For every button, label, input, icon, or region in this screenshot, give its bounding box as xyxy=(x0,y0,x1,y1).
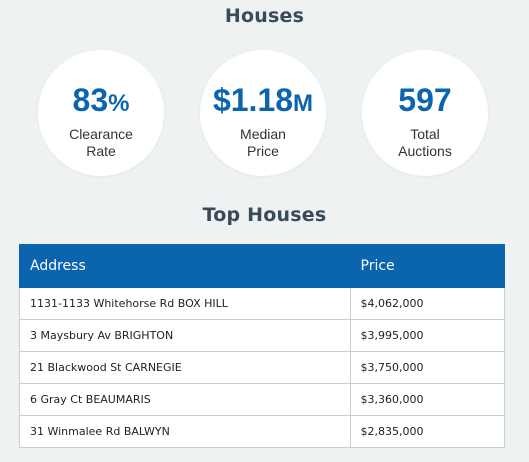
clearance-rate-stat: 83% Clearance Rate xyxy=(38,50,164,176)
price-cell: $3,750,000 xyxy=(349,351,506,384)
table-row: 6 Gray Ct BEAUMARIS $3,360,000 xyxy=(19,383,506,416)
price-cell: $2,835,000 xyxy=(349,415,506,448)
address-cell: 3 Maysbury Av BRIGHTON xyxy=(19,319,351,352)
table-row: 31 Winmalee Rd BALWYN $2,835,000 xyxy=(19,415,506,448)
median-price-stat: $1.18M Median Price xyxy=(200,50,326,176)
address-cell: 1131-1133 Whitehorse Rd BOX HILL xyxy=(19,287,351,320)
total-auctions-label: Total Auctions xyxy=(398,126,452,159)
top-houses-table: Address Price 1131-1133 Whitehorse Rd BO… xyxy=(19,244,506,448)
table-header-row: Address Price xyxy=(19,244,506,288)
clearance-rate-label: Clearance Rate xyxy=(69,126,133,159)
table-row: 21 Blackwood St CARNEGIE $3,750,000 xyxy=(19,351,506,384)
median-price-label: Median Price xyxy=(240,126,286,159)
total-auctions-value: 597 xyxy=(398,82,452,118)
address-cell: 31 Winmalee Rd BALWYN xyxy=(19,415,351,448)
address-cell: 21 Blackwood St CARNEGIE xyxy=(19,351,351,384)
total-auctions-stat: 597 Total Auctions xyxy=(362,50,488,176)
top-houses-section-title: Top Houses xyxy=(202,204,327,226)
table-row: 1131-1133 Whitehorse Rd BOX HILL $4,062,… xyxy=(19,287,506,320)
address-column-header: Address xyxy=(19,244,351,288)
houses-section-title: Houses xyxy=(224,5,305,27)
price-column-header: Price xyxy=(349,244,506,288)
price-cell: $4,062,000 xyxy=(349,287,506,320)
table-row: 3 Maysbury Av BRIGHTON $3,995,000 xyxy=(19,319,506,352)
clearance-rate-value: 83% xyxy=(72,82,130,118)
address-cell: 6 Gray Ct BEAUMARIS xyxy=(19,383,351,416)
price-cell: $3,360,000 xyxy=(349,383,506,416)
median-price-value: $1.18M xyxy=(212,82,314,118)
price-cell: $3,995,000 xyxy=(349,319,506,352)
